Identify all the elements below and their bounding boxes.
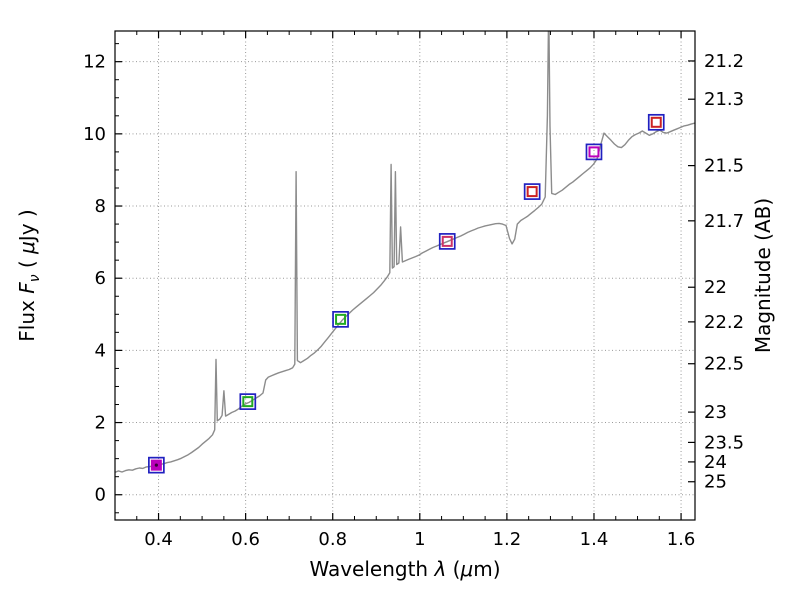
magnitude-tick-label: 21.5 [704,156,744,177]
flux-tick-label: 0 [95,485,106,506]
flux-tick-label: 2 [95,413,106,434]
y-axis-left-tick-labels: 0 2 4 6 8 10 12 [83,52,106,506]
photometry-point [585,143,603,161]
x-tick-label: 1 [414,529,425,550]
y-axis-right-label: Magnitude (AB) [751,198,775,353]
flux-tick-label: 8 [95,196,106,217]
magnitude-tick-label: 22.5 [704,354,744,375]
x-tick-label: 0.8 [318,529,347,550]
spectrum-line [115,31,695,474]
x-tick-label: 1.4 [580,529,609,550]
plot-frame [114,30,696,521]
magnitude-tick-label: 23 [704,402,727,423]
photometry-points [148,113,665,474]
flux-tick-label: 12 [83,52,106,73]
y-axis-left-label: Flux Fν ( μJy ) [15,209,43,341]
magnitude-tick-label: 25 [704,472,727,493]
photometry-point [148,456,165,474]
magnitude-tick-label: 21.3 [704,89,744,110]
x-tick-label: 0.6 [231,529,260,550]
photometry-point [332,310,349,328]
magnitude-tick-label: 22.2 [704,312,744,333]
magnitude-tick-label: 24 [704,452,727,473]
magnitude-tick-label: 21.7 [704,211,744,232]
magnitude-tick-label: 23.5 [704,432,744,453]
magnitude-tick-label: 21.2 [704,51,744,72]
x-axis-tick-labels: 0.4 0.6 0.8 1 1.2 1.4 1.6 [144,529,695,550]
x-tick-label: 1.2 [493,529,522,550]
axis-ticks [114,31,695,520]
grid [115,31,695,520]
x-tick-label: 1.6 [667,529,696,550]
photometry-point [438,233,456,250]
flux-tick-label: 6 [95,268,106,289]
magnitude-tick-label: 22 [704,277,727,298]
flux-tick-label: 10 [83,124,106,145]
photometry-point [647,113,665,131]
photometry-point [239,393,257,410]
photometry-point [523,183,541,200]
flux-tick-label: 4 [95,340,106,361]
x-axis-label: Wavelength λ (μm) [309,557,500,581]
x-tick-label: 0.4 [144,529,173,550]
